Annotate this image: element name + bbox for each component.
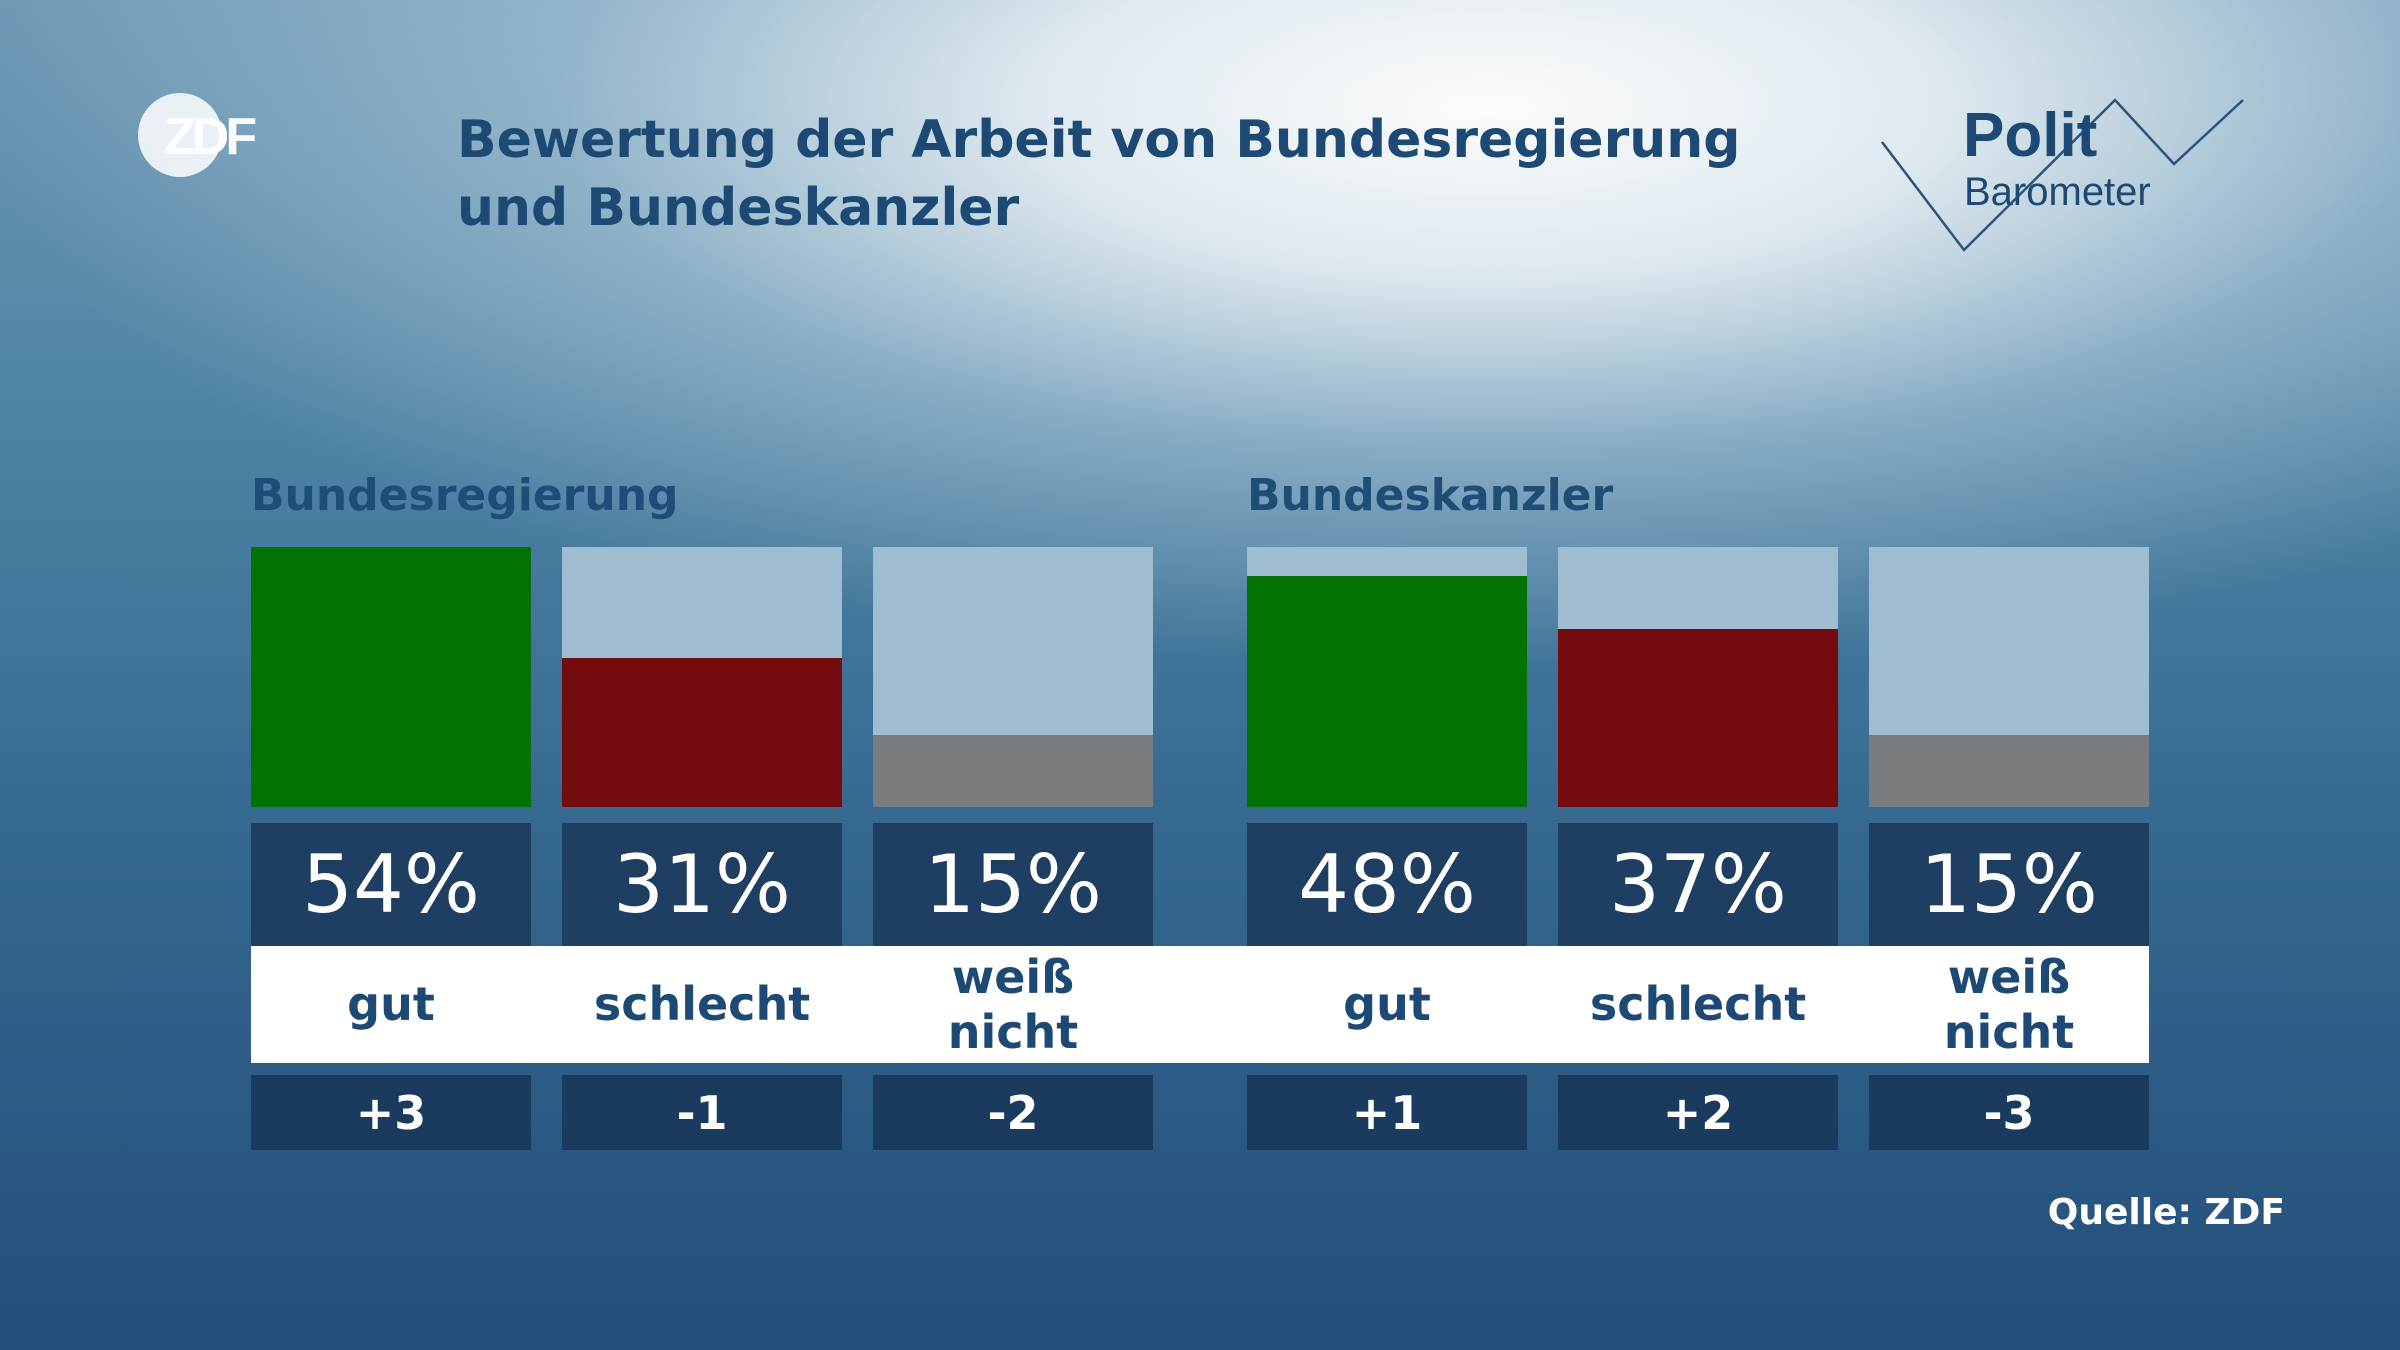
bar-track-bundeskanzler-schlecht (1558, 547, 1838, 807)
politbarometer-logo: Polit Barometer (1881, 98, 2244, 252)
bar-bundeskanzler-schlecht (1558, 629, 1838, 807)
bar-track-bundesregierung-gut (251, 547, 531, 807)
bar-track-bundeskanzler-weiss-nicht (1869, 547, 2149, 807)
group-label-bundesregierung: Bundesregierung (251, 470, 679, 521)
category-label-bundesregierung-weiss-nicht: weiß nicht (947, 949, 1079, 1059)
zdf-logo-text: ZDF (164, 108, 255, 166)
category-label-bundeskanzler-schlecht: schlecht (1589, 977, 1807, 1031)
change-label-bundesregierung-gut: +3 (251, 1075, 531, 1150)
bar-bundeskanzler-gut (1247, 576, 1527, 807)
category-label-bundeskanzler-weiss-nicht: weiß nicht (1943, 949, 2075, 1059)
category-label-bundeskanzler-gut: gut (1343, 977, 1431, 1031)
bar-track-bundeskanzler-gut (1247, 547, 1527, 807)
change-label-bundeskanzler-weiss-nicht: -3 (1869, 1075, 2149, 1150)
politbarometer-line1: Polit (1963, 101, 2097, 170)
value-label-bundesregierung-gut: 54% (251, 823, 531, 946)
bar-track-bundesregierung-schlecht (562, 547, 842, 807)
bar-bundesregierung-weiss-nicht (873, 735, 1153, 807)
bar-bundesregierung-schlecht (562, 658, 842, 807)
bar-track-bundesregierung-weiss-nicht (873, 547, 1153, 807)
category-band (251, 946, 2149, 1063)
value-label-bundeskanzler-gut: 48% (1247, 823, 1527, 946)
bar-bundeskanzler-weiss-nicht (1869, 735, 2149, 807)
politbarometer-line2: Barometer (1964, 170, 2151, 214)
change-label-bundeskanzler-gut: +1 (1247, 1075, 1527, 1150)
value-label-bundeskanzler-weiss-nicht: 15% (1869, 823, 2149, 946)
category-label-bundesregierung-schlecht: schlecht (593, 977, 811, 1031)
source-text: Quelle: ZDF (2047, 1192, 2285, 1233)
zdf-logo: ZDF (138, 93, 259, 177)
change-label-bundesregierung-weiss-nicht: -2 (873, 1075, 1153, 1150)
value-label-bundesregierung-schlecht: 31% (562, 823, 842, 946)
change-label-bundesregierung-schlecht: -1 (562, 1075, 842, 1150)
change-label-bundeskanzler-schlecht: +2 (1558, 1075, 1838, 1150)
group-label-bundeskanzler: Bundeskanzler (1247, 470, 1614, 521)
page-title: Bewertung der Arbeit von Bundesregierung… (457, 110, 1741, 238)
bar-bundesregierung-gut (251, 547, 531, 807)
value-label-bundesregierung-weiss-nicht: 15% (873, 823, 1153, 946)
category-label-bundesregierung-gut: gut (347, 977, 435, 1031)
value-label-bundeskanzler-schlecht: 37% (1558, 823, 1838, 946)
